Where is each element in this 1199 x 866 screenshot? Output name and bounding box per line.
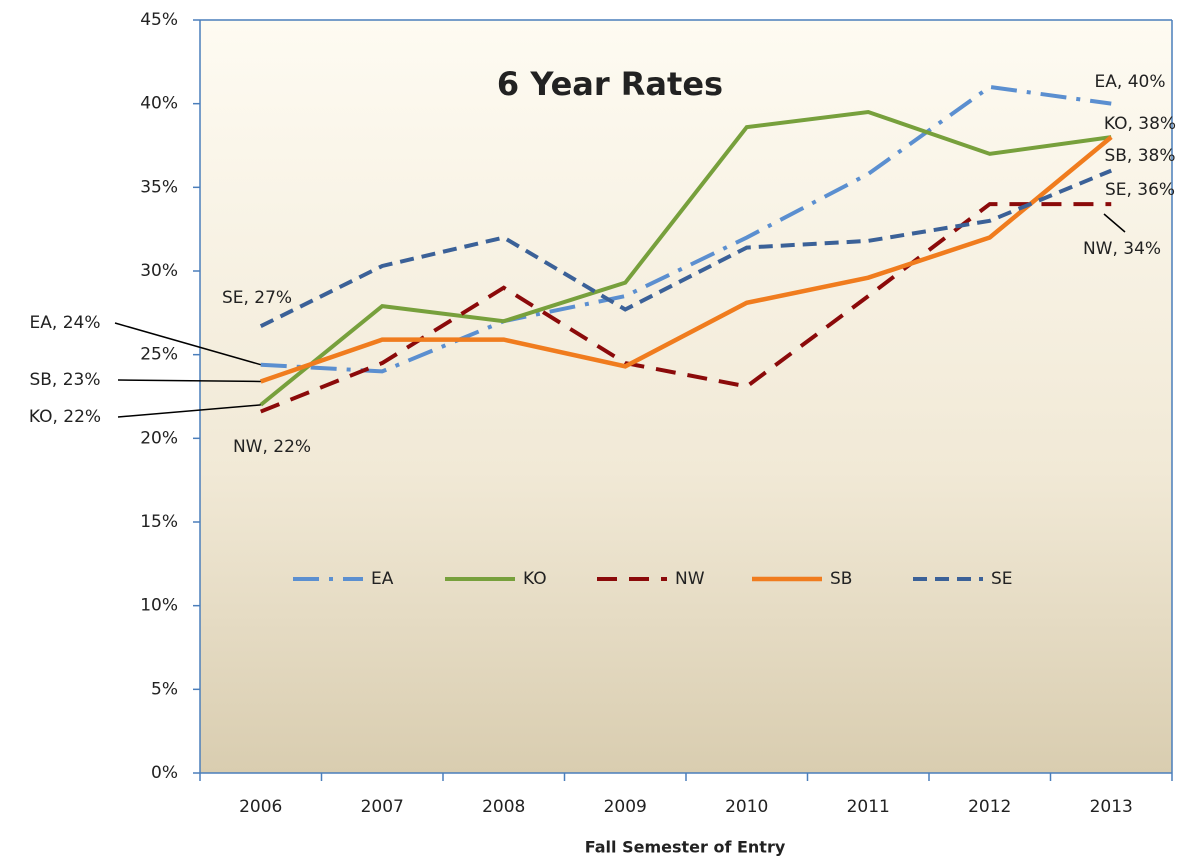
series-line (260, 202, 1112, 414)
legend-label: EA (371, 569, 394, 589)
x-tick-label: 2011 (847, 797, 890, 817)
y-tick-label: 45% (140, 10, 178, 30)
legend-label: KO (523, 569, 547, 589)
x-tick-label: 2012 (968, 797, 1011, 817)
y-tick-label: 30% (140, 261, 178, 281)
data-label: NW, 34% (1083, 239, 1161, 259)
series-line (259, 168, 1113, 329)
series-line (260, 135, 1113, 384)
x-tick-label: 2013 (1090, 797, 1133, 817)
y-tick-label: 40% (140, 94, 178, 114)
data-label: EA, 24% (30, 313, 101, 333)
legend-label: SE (991, 569, 1013, 589)
leader-line (1103, 213, 1126, 233)
chart-title: 6 Year Rates (497, 65, 723, 103)
data-label: SB, 38% (1104, 146, 1175, 166)
y-tick-label: 35% (140, 177, 178, 197)
plot-area (200, 20, 1172, 773)
y-tick-label: 0% (151, 763, 178, 783)
leader-line (114, 322, 261, 366)
legend-label: SB (830, 569, 852, 589)
series-line (259, 109, 1112, 407)
x-tick-label: 2008 (482, 797, 525, 817)
data-label: NW, 22% (233, 437, 311, 457)
legend-label: NW (675, 569, 705, 589)
x-tick-label: 2007 (361, 797, 404, 817)
data-label: SB, 23% (29, 370, 100, 390)
data-label: SE, 36% (1105, 180, 1175, 200)
x-tick-label: 2010 (725, 797, 768, 817)
x-axis-label: Fall Semester of Entry (585, 838, 786, 857)
y-tick-label: 25% (140, 345, 178, 365)
y-tick-label: 5% (151, 679, 178, 699)
y-tick-label: 15% (140, 512, 178, 532)
data-label: SE, 27% (222, 288, 292, 308)
x-tick-label: 2009 (604, 797, 647, 817)
data-label: EA, 40% (1095, 72, 1166, 92)
leader-line (117, 379, 261, 383)
y-tick-label: 20% (140, 428, 178, 448)
x-tick-label: 2006 (239, 797, 282, 817)
data-label: KO, 22% (29, 407, 101, 427)
series-line (260, 84, 1112, 374)
leader-line (117, 404, 261, 418)
y-tick-label: 10% (140, 596, 178, 616)
data-label: KO, 38% (1104, 114, 1176, 134)
